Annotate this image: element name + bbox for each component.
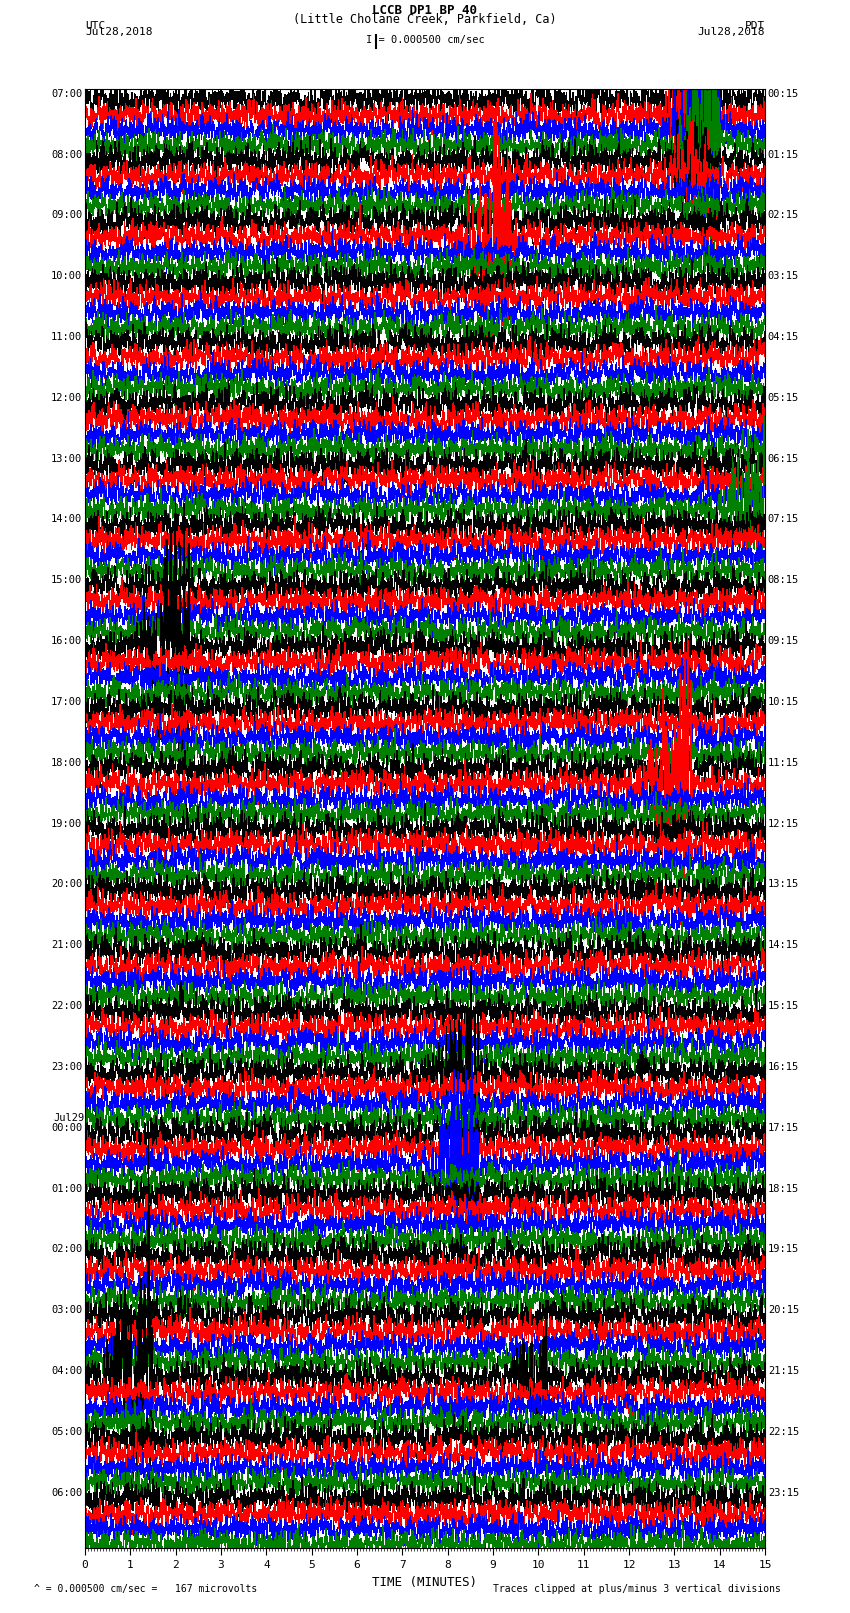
Text: Jul29: Jul29: [54, 1113, 85, 1123]
Text: UTC: UTC: [85, 21, 105, 31]
X-axis label: TIME (MINUTES): TIME (MINUTES): [372, 1576, 478, 1589]
Text: Jul28,2018: Jul28,2018: [698, 27, 765, 37]
Text: PDT: PDT: [745, 21, 765, 31]
Text: Traces clipped at plus/minus 3 vertical divisions: Traces clipped at plus/minus 3 vertical …: [493, 1584, 781, 1594]
Text: ^ = 0.000500 cm/sec =   167 microvolts: ^ = 0.000500 cm/sec = 167 microvolts: [34, 1584, 258, 1594]
Text: (Little Cholane Creek, Parkfield, Ca): (Little Cholane Creek, Parkfield, Ca): [293, 13, 557, 26]
Text: Jul28,2018: Jul28,2018: [85, 27, 152, 37]
Text: I = 0.000500 cm/sec: I = 0.000500 cm/sec: [366, 35, 484, 45]
Text: LCCB DP1 BP 40: LCCB DP1 BP 40: [372, 5, 478, 18]
